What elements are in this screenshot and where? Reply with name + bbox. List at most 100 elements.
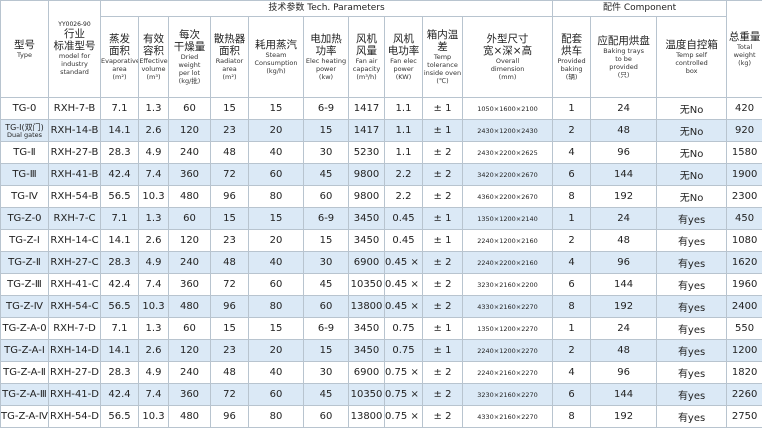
table-cell: TG-Z-Ⅱ bbox=[0, 251, 49, 274]
table-cell: 3450 bbox=[348, 317, 385, 340]
header-zh: 应配用烘盘 bbox=[597, 35, 650, 47]
table-cell: 0.45 bbox=[384, 207, 423, 230]
table-cell: TG-Z-Ⅳ bbox=[0, 295, 49, 318]
header-zh: 面积 bbox=[219, 45, 240, 57]
table-cell: 23 bbox=[210, 229, 249, 252]
header-en: controlled bbox=[675, 59, 708, 67]
table-cell: 480 bbox=[168, 295, 211, 318]
table-cell: 0.75 bbox=[384, 339, 423, 362]
table-cell: 15 bbox=[248, 317, 304, 340]
table-cell: 2.6 bbox=[138, 229, 169, 252]
table-cell: 1.1 bbox=[384, 141, 423, 164]
table-cell: 2240×1200×2160 bbox=[461, 229, 554, 252]
table-cell: 450 bbox=[726, 207, 762, 230]
table-cell: 120 bbox=[168, 339, 211, 362]
table-cell: 1820 bbox=[726, 361, 762, 384]
header-zh: 蒸发 bbox=[109, 33, 130, 45]
table-cell: 15 bbox=[210, 317, 249, 340]
column-header: 配套 烘车 Provided baking (辆) bbox=[552, 16, 592, 98]
header-en: Fan elec bbox=[390, 57, 417, 65]
table-cell: RXH-14-C bbox=[48, 229, 101, 252]
table-cell: TG-Z-0 bbox=[0, 207, 49, 230]
header-en: box bbox=[685, 67, 698, 75]
table-cell: 144 bbox=[590, 163, 658, 186]
cell-line: Dual gates bbox=[6, 130, 43, 139]
table-cell: 144 bbox=[590, 383, 658, 406]
header-zh: 标准型号 bbox=[53, 40, 96, 52]
table-cell: 13800 bbox=[348, 295, 385, 318]
table-cell: 13800 bbox=[348, 405, 385, 428]
table-row: TG-0 RXH-7-B 7.1 1.3 60 15 15 6-9 1417 1.1 ± 1 1050… bbox=[0, 97, 762, 120]
table-cell: ± 1 bbox=[422, 207, 463, 230]
table-cell: 1.1 bbox=[384, 119, 423, 142]
column-header: 有效 容积 Effective volume (m³) bbox=[138, 16, 169, 98]
table-row: TG-Z-A-0 RXH-7-D 7.1 1.3 60 15 15 6-9 3450 0.75 ± … bbox=[0, 317, 762, 340]
header-en: Dried weight bbox=[178, 53, 201, 69]
header-en: (kg) bbox=[738, 59, 752, 67]
table-cell: 4 bbox=[552, 361, 592, 384]
table-cell: RXH-27-D bbox=[48, 361, 101, 384]
table-cell: 4330×2160×2270 bbox=[461, 295, 554, 318]
header-en: (m³/h) bbox=[356, 73, 377, 81]
table-cell: 24 bbox=[590, 207, 658, 230]
header-en: model for bbox=[58, 52, 91, 60]
header-en: Consumption bbox=[254, 59, 298, 67]
table-cell: 无No bbox=[656, 97, 728, 120]
group-header: 配件 Component bbox=[552, 0, 728, 17]
table-cell: ± 2 bbox=[422, 141, 463, 164]
table-cell: 1620 bbox=[726, 251, 762, 274]
table-cell: 48 bbox=[590, 119, 658, 142]
table-cell: 72 bbox=[210, 163, 249, 186]
table-cell: 7.4 bbox=[138, 383, 169, 406]
header-en: Evaporative bbox=[101, 57, 139, 65]
table-cell: 1 bbox=[552, 97, 592, 120]
table-cell: 20 bbox=[248, 229, 304, 252]
table-cell: ± 2 bbox=[422, 361, 463, 384]
table-cell: ± 2 bbox=[422, 273, 463, 296]
table-cell: 45 bbox=[303, 163, 349, 186]
table-cell: 2300 bbox=[726, 185, 762, 208]
table-cell: TG-Ⅰ(双门) Dual gates bbox=[0, 119, 49, 142]
table-cell: 120 bbox=[168, 229, 211, 252]
table-cell: ± 2 bbox=[422, 383, 463, 406]
header-en: weight bbox=[733, 51, 756, 59]
table-cell: TG-Ⅲ bbox=[0, 163, 49, 186]
header-en: inside oven bbox=[423, 69, 462, 77]
table-cell: 4 bbox=[552, 141, 592, 164]
table-cell: 60 bbox=[248, 163, 304, 186]
table-cell: ± 2 bbox=[422, 163, 463, 186]
table-cell: 24 bbox=[590, 317, 658, 340]
table-cell: TG-Ⅱ bbox=[0, 141, 49, 164]
column-header: 温度自控箱 Temp self controlled box bbox=[656, 16, 728, 98]
table-cell: 240 bbox=[168, 361, 211, 384]
table-cell: 30 bbox=[303, 251, 349, 274]
table-cell: RXH-41-D bbox=[48, 383, 101, 406]
header-zh: 行业 bbox=[64, 28, 85, 40]
table-cell: 2.2 bbox=[384, 185, 423, 208]
table-cell: 96 bbox=[210, 295, 249, 318]
table-cell: 有yes bbox=[656, 383, 728, 406]
table-row: TG-Z-A-Ⅱ RXH-27-D 28.3 4.9 240 48 40 30 6900 0.75… bbox=[0, 361, 762, 384]
table-cell: 42.4 bbox=[100, 163, 139, 186]
table-cell: 56.5 bbox=[100, 185, 139, 208]
table-cell: 96 bbox=[590, 141, 658, 164]
table-cell: RXH-7-B bbox=[48, 97, 101, 120]
header-en: area bbox=[112, 65, 127, 73]
table-cell: 45 bbox=[303, 383, 349, 406]
header-en: Temp bbox=[433, 53, 452, 61]
table-cell: 2.6 bbox=[138, 119, 169, 142]
table-row: TG-Z-A-Ⅲ RXH-41-D 42.4 7.4 360 72 60 45 10350 0.7… bbox=[0, 383, 762, 406]
table-cell: 60 bbox=[303, 295, 349, 318]
table-cell: 30 bbox=[303, 361, 349, 384]
table-cell: 8 bbox=[552, 185, 592, 208]
table-cell: 1.3 bbox=[138, 317, 169, 340]
header-en: Overall bbox=[495, 57, 520, 65]
table-cell: 2240×2200×2160 bbox=[461, 251, 554, 274]
table-cell: ± 1 bbox=[422, 97, 463, 120]
table-row: TG-Z-Ⅰ RXH-14-C 14.1 2.6 120 23 20 15 3450 0.45 ± … bbox=[0, 229, 762, 252]
table-cell: 72 bbox=[210, 383, 249, 406]
table-cell: 240 bbox=[168, 141, 211, 164]
table-cell: 7.1 bbox=[100, 317, 139, 340]
table-cell: TG-Z-A-0 bbox=[0, 317, 49, 340]
